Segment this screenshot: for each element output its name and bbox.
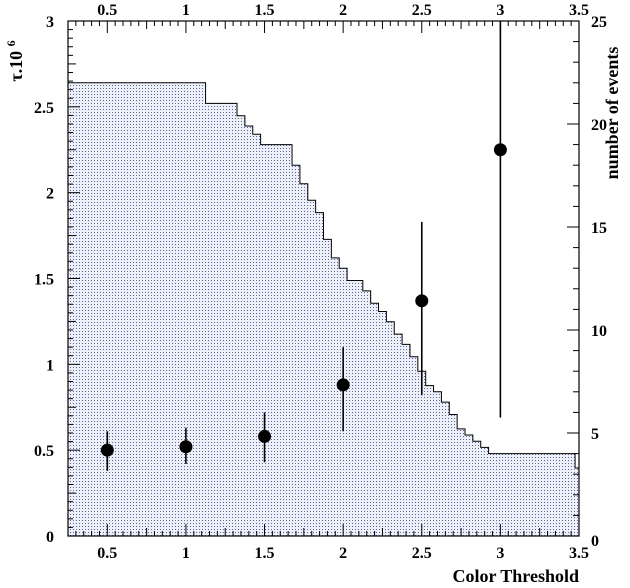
y-tick-label: 2.5: [34, 100, 54, 117]
data-points: [100, 21, 507, 471]
x-tick-label: 3.5: [569, 545, 589, 562]
y2-tick-label: 5: [591, 426, 599, 443]
x-axis-title: Color Threshold: [452, 566, 579, 586]
x-top-tick-label: 1: [182, 2, 190, 19]
data-point: [336, 378, 350, 392]
y2-tick-label: 20: [591, 117, 607, 134]
y2-tick-label: 10: [591, 323, 607, 340]
y-axis-title: τ.10 6: [4, 40, 26, 81]
tick-labels: 0.50.5111.51.5222.52.5333.53.500.511.522…: [34, 2, 607, 562]
data-point: [415, 294, 429, 308]
y-tick-label: 1.5: [34, 272, 54, 289]
x-tick-label: 3: [496, 545, 504, 562]
x-tick-label: 1: [182, 545, 190, 562]
data-point: [179, 440, 193, 454]
ticks: [67, 20, 580, 537]
y-tick-label: 1: [46, 357, 54, 374]
histogram-area: [67, 82, 580, 537]
histogram: [67, 82, 580, 537]
y-tick-label: 3: [46, 14, 54, 31]
x-top-tick-label: 1.5: [255, 2, 275, 19]
data-point: [493, 143, 507, 157]
x-top-tick-label: 0.5: [97, 2, 117, 19]
y-axis-title-superscript: 6: [4, 40, 18, 46]
x-tick-label: 2.5: [412, 545, 432, 562]
y-tick-label: 0.5: [34, 443, 54, 460]
x-tick-label: 0.5: [97, 545, 117, 562]
y-tick-label: 0: [46, 529, 54, 546]
x-top-tick-label: 2.5: [412, 2, 432, 19]
x-top-tick-label: 3.5: [569, 2, 589, 19]
y2-tick-label: 25: [591, 14, 607, 31]
y-axis-title-main: τ.10: [6, 51, 26, 82]
x-tick-label: 1.5: [255, 545, 275, 562]
x-top-tick-label: 3: [496, 2, 504, 19]
x-tick-label: 2: [339, 545, 347, 562]
y-tick-label: 2: [46, 186, 54, 203]
data-point: [100, 443, 114, 457]
y2-axis-title: number of events: [602, 47, 622, 180]
y2-tick-label: 15: [591, 220, 607, 237]
data-point: [258, 429, 272, 443]
x-top-tick-label: 2: [339, 2, 347, 19]
y2-bottom-tick-label: 0: [591, 533, 599, 550]
